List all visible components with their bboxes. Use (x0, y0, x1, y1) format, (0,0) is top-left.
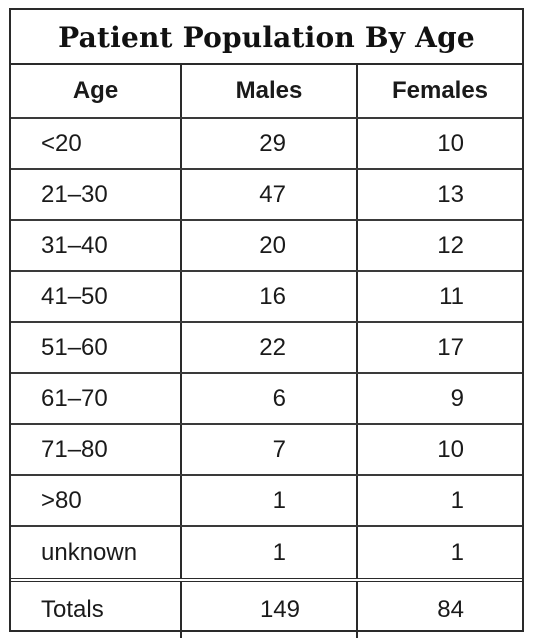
table-row: 21–30 47 13 (11, 169, 522, 221)
males-cell: 20 (181, 220, 358, 272)
females-cell: 12 (357, 220, 522, 272)
females-cell: 1 (357, 526, 522, 582)
females-cell: 11 (357, 271, 522, 323)
age-cell: unknown (11, 526, 182, 582)
males-cell: 16 (181, 271, 358, 323)
age-cell: >80 (11, 475, 182, 527)
table-title: Patient Population By Age (11, 10, 522, 65)
column-header-males: Males (181, 65, 358, 119)
age-cell: 61–70 (11, 373, 182, 425)
table-row: <20 29 10 (11, 118, 522, 170)
table-row: 41–50 16 11 (11, 271, 522, 323)
totals-males: 149 (181, 580, 358, 638)
males-cell: 1 (181, 526, 358, 582)
table-row: 71–80 7 10 (11, 424, 522, 476)
females-cell: 17 (357, 322, 522, 374)
patient-population-table: Age Males Females <20 29 10 21–30 47 13 … (11, 65, 522, 638)
table-row: 31–40 20 12 (11, 220, 522, 272)
age-cell: <20 (11, 118, 182, 170)
table-row: 51–60 22 17 (11, 322, 522, 374)
males-cell: 1 (181, 475, 358, 527)
males-cell: 47 (181, 169, 358, 221)
table-frame: Patient Population By Age Age Males Fema… (9, 8, 524, 638)
males-cell: 7 (181, 424, 358, 476)
column-header-females: Females (357, 65, 522, 119)
table-row: >80 1 1 (11, 475, 522, 527)
females-cell: 10 (357, 424, 522, 476)
table-row: 61–70 6 9 (11, 373, 522, 425)
males-cell: 29 (181, 118, 358, 170)
header-row: Age Males Females (11, 65, 522, 119)
males-cell: 6 (181, 373, 358, 425)
age-cell: 41–50 (11, 271, 182, 323)
column-header-age: Age (11, 65, 182, 119)
table-row: unknown 1 1 (11, 526, 522, 582)
totals-label: Totals (11, 580, 182, 638)
males-cell: 22 (181, 322, 358, 374)
females-cell: 1 (357, 475, 522, 527)
totals-females: 84 (437, 596, 464, 623)
females-cell: 10 (357, 118, 522, 170)
age-cell: 71–80 (11, 424, 182, 476)
totals-row: Totals 149 84 (11, 580, 522, 638)
age-cell: 21–30 (11, 169, 182, 221)
females-cell: 9 (357, 373, 522, 425)
age-cell: 51–60 (11, 322, 182, 374)
females-cell: 13 (357, 169, 522, 221)
age-cell: 31–40 (11, 220, 182, 272)
